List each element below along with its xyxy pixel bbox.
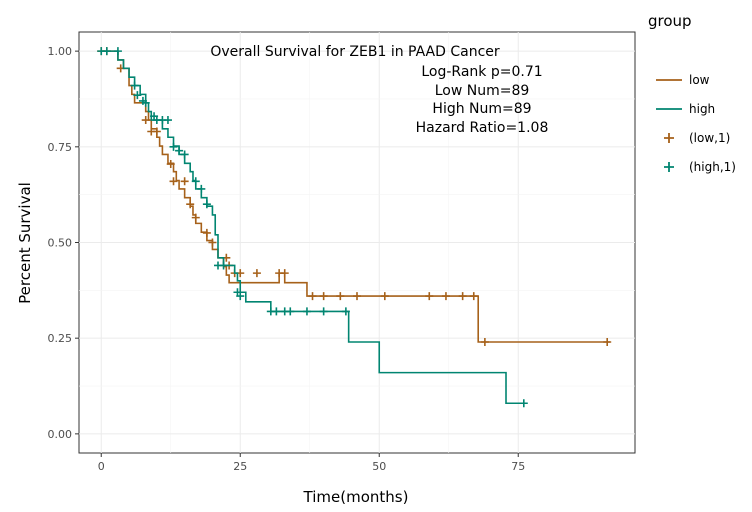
censor-mark-low — [166, 160, 175, 169]
censor-mark-high — [286, 307, 295, 316]
censor-mark-low — [152, 127, 161, 136]
censor-mark-high — [236, 292, 245, 301]
annotation-low-num: Low Num=89 — [435, 83, 530, 99]
censor-mark-high — [180, 150, 189, 159]
censor-mark-high — [202, 200, 211, 209]
censor-mark-high — [133, 91, 142, 100]
censor-mark-low — [141, 116, 150, 125]
legend-item: (low,1) — [664, 131, 730, 145]
censor-mark-low — [319, 292, 328, 301]
annotation-high-num: High Num=89 — [432, 101, 531, 117]
censor-mark-high — [519, 399, 528, 408]
censor-mark-low — [308, 292, 317, 301]
censor-mark-low — [169, 177, 178, 186]
censor-mark-low — [603, 338, 612, 347]
censor-mark-low — [425, 292, 434, 301]
annotation-logrank: Log-Rank p=0.71 — [421, 64, 542, 80]
legend-key-censor — [664, 133, 674, 143]
censor-mark-low — [208, 238, 217, 247]
legend-title: group — [648, 12, 692, 30]
y-axis-title: Percent Survival — [16, 182, 34, 304]
censor-mark-low — [280, 269, 289, 278]
censor-mark-high — [341, 307, 350, 316]
censor-mark-high — [302, 307, 311, 316]
survival-curve-low — [101, 50, 610, 343]
censor-mark-low — [380, 292, 389, 301]
censor-mark-high — [191, 177, 200, 186]
censor-mark-high — [141, 98, 150, 107]
legend-label: high — [689, 102, 715, 116]
x-tick-label: 50 — [372, 460, 386, 473]
legend-label: (low,1) — [689, 131, 730, 145]
censor-mark-high — [130, 81, 139, 90]
censor-mark-low — [336, 292, 345, 301]
censor-mark-high — [272, 307, 281, 316]
series-layer — [97, 47, 612, 408]
series-high — [97, 47, 528, 408]
censor-mark-low — [480, 338, 489, 347]
plot-area — [78, 31, 636, 454]
censor-mark-high — [319, 307, 328, 316]
x-tick-label: 0 — [98, 460, 105, 473]
censor-mark-high — [163, 116, 172, 125]
legend-item: low — [656, 73, 710, 87]
censor-mark-low — [458, 292, 467, 301]
censor-mark-low — [353, 292, 361, 301]
y-tick-label: 0.00 — [48, 428, 73, 441]
legend-item: high — [656, 102, 715, 116]
chart-title: Overall Survival for ZEB1 in PAAD Cancer — [210, 44, 500, 60]
censor-mark-low — [186, 200, 195, 209]
y-tick-label: 1.00 — [48, 45, 73, 58]
censor-mark-low — [202, 228, 211, 237]
legend-key-censor — [664, 162, 674, 172]
y-tick-label: 0.25 — [48, 332, 73, 345]
x-tick-label: 75 — [511, 460, 525, 473]
censor-mark-low — [191, 213, 200, 222]
censor-mark-low — [180, 177, 189, 186]
x-axis: 0 25 50 75 — [98, 453, 525, 473]
annotation-hazard-ratio: Hazard Ratio=1.08 — [416, 120, 549, 136]
censor-mark-low — [469, 292, 478, 301]
legend-label: low — [689, 73, 710, 87]
y-axis: 0.00 0.25 0.50 0.75 1.00 — [48, 45, 79, 441]
legend: group low high (low,1) (high,1) — [648, 12, 736, 174]
legend-item: (high,1) — [664, 160, 736, 174]
censor-mark-low — [252, 269, 261, 278]
x-axis-title: Time(months) — [303, 488, 409, 506]
legend-label: (high,1) — [689, 160, 736, 174]
x-tick-label: 25 — [233, 460, 247, 473]
censor-mark-high — [113, 47, 122, 56]
censor-mark-high — [175, 146, 184, 155]
censor-mark-high — [219, 261, 228, 270]
y-tick-label: 0.75 — [48, 141, 73, 154]
censor-mark-high — [102, 47, 111, 56]
y-tick-label: 0.50 — [48, 237, 73, 250]
censor-mark-high — [197, 184, 206, 193]
censor-mark-low — [441, 292, 450, 301]
censor-mark-high — [169, 142, 178, 151]
